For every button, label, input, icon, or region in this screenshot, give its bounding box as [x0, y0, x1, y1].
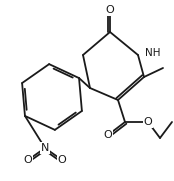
Text: N: N [41, 143, 49, 153]
Text: O: O [144, 117, 152, 127]
Text: O: O [58, 155, 66, 165]
Text: O: O [104, 130, 112, 140]
Text: O: O [24, 155, 32, 165]
Text: O: O [106, 5, 114, 15]
Text: NH: NH [145, 48, 160, 58]
